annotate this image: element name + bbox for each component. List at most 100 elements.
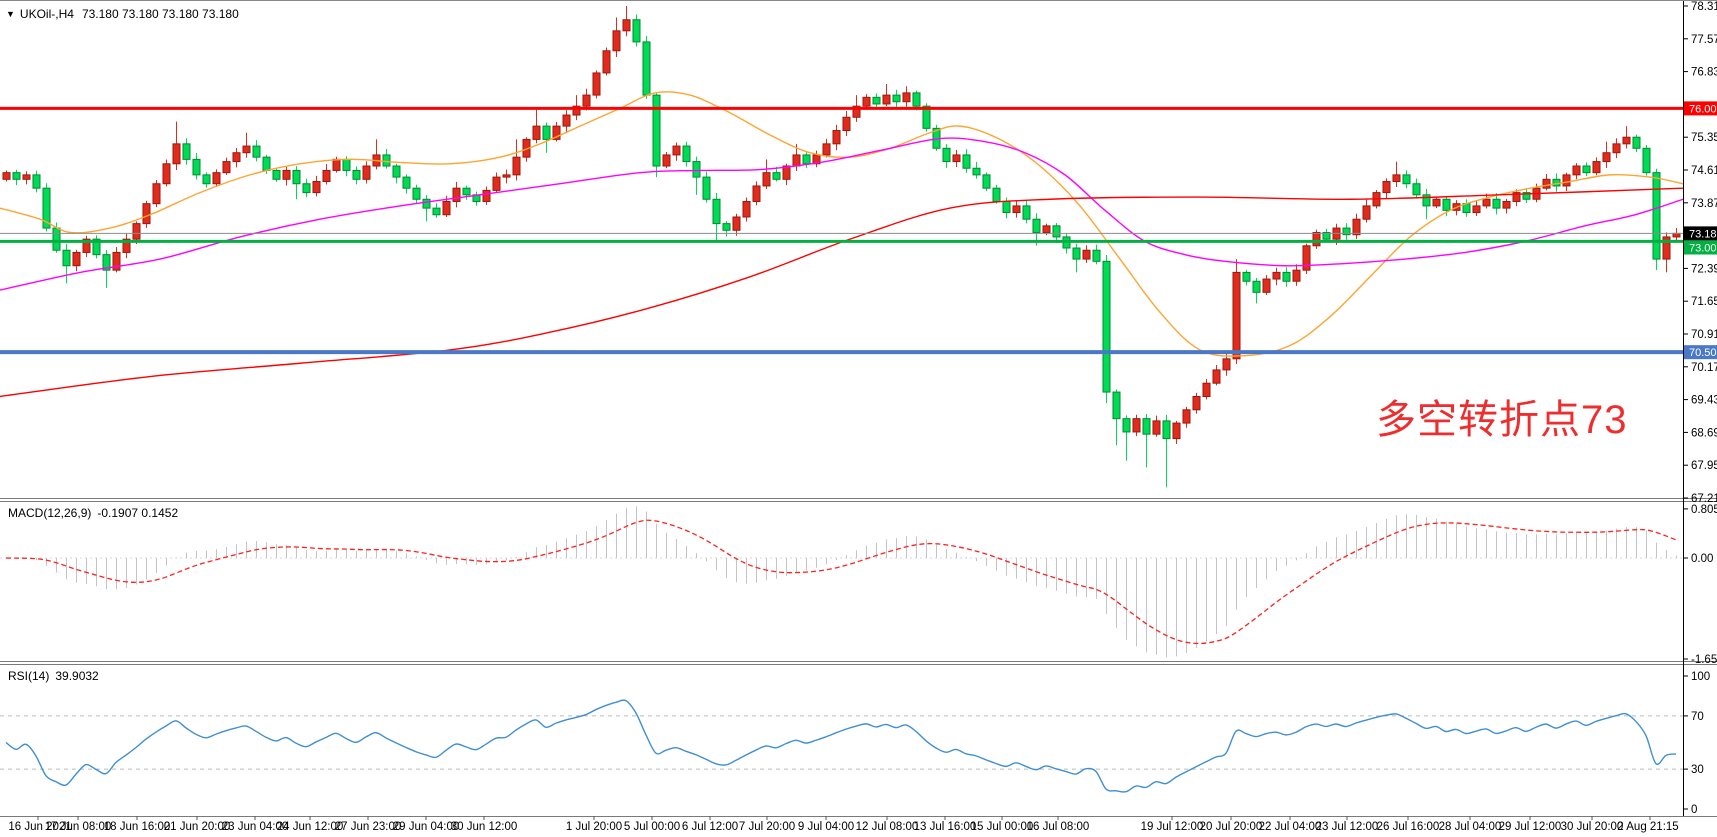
- candle: [2, 172, 11, 180]
- candle: [1132, 418, 1141, 433]
- candle: [1222, 358, 1231, 371]
- rsi-tick-label: 70: [1691, 711, 1704, 723]
- symbol-timeframe-label: UKOil-,H4: [19, 7, 74, 21]
- candle: [202, 174, 211, 185]
- time-label: 26 Jul 16:00: [1377, 821, 1440, 833]
- candle: [122, 238, 131, 253]
- candle: [142, 203, 151, 225]
- candle: [1522, 192, 1531, 200]
- price-tick-label: 73.870: [1691, 198, 1717, 210]
- rsi-tick-label: 0: [1691, 804, 1697, 816]
- candle: [642, 41, 651, 96]
- rsi-indicator-label: RSI(14) 39.9032: [8, 669, 99, 683]
- price-tick-label: 67.950: [1691, 460, 1717, 472]
- candle: [1262, 278, 1271, 293]
- resistance-price-badge-label: 76.000: [1689, 103, 1717, 115]
- candle: [1412, 183, 1421, 196]
- candle: [552, 125, 561, 140]
- candle: [662, 154, 671, 167]
- rsi-name: RSI(14): [8, 669, 50, 683]
- price-tick-label: 70.170: [1691, 362, 1717, 374]
- candle: [1202, 382, 1211, 397]
- time-label: 29 Jul 12:00: [1499, 821, 1562, 833]
- candle: [1362, 205, 1371, 220]
- candle: [152, 183, 161, 205]
- candle: [1002, 200, 1011, 214]
- time-label: 19 Jul 12:00: [1141, 821, 1204, 833]
- candle: [102, 254, 111, 271]
- candle: [412, 187, 421, 200]
- candle: [1322, 231, 1331, 240]
- price-tick-label: 77.570: [1691, 34, 1717, 46]
- candle: [832, 130, 841, 145]
- candle: [592, 72, 601, 96]
- candle: [772, 172, 781, 180]
- lower-support-price-badge: 70.500: [1684, 345, 1717, 360]
- time-label: 7 Jul 20:00: [739, 821, 795, 833]
- candle: [482, 189, 491, 202]
- price-tick-label: 69.430: [1691, 395, 1717, 407]
- candle: [392, 165, 401, 178]
- price-tick-label: 75.350: [1691, 132, 1717, 144]
- candle: [1302, 245, 1311, 271]
- current-price-badge-label: 73.180: [1689, 228, 1717, 240]
- candle: [232, 152, 241, 163]
- candle: [52, 227, 61, 251]
- candle: [622, 19, 631, 32]
- time-label: 5 Jul 00:00: [624, 821, 680, 833]
- candle: [1092, 249, 1101, 262]
- collapse-triangle-icon[interactable]: ▼: [6, 9, 15, 19]
- price-tick-label: 71.650: [1691, 296, 1717, 308]
- candle: [282, 169, 291, 180]
- current-price-badge: 73.180: [1684, 226, 1717, 241]
- candle: [362, 165, 371, 180]
- time-label: 13 Jul 16:00: [914, 821, 977, 833]
- candle: [702, 176, 711, 200]
- candle: [492, 176, 501, 191]
- candle: [1672, 232, 1681, 238]
- candle: [1402, 174, 1411, 185]
- candle: [1052, 225, 1061, 238]
- candle: [972, 167, 981, 176]
- lower-support-price-badge-label: 70.500: [1689, 347, 1717, 359]
- candle: [1172, 422, 1181, 440]
- candle: [802, 154, 811, 165]
- candle: [1192, 395, 1201, 411]
- candle: [1502, 200, 1511, 209]
- candle: [1282, 271, 1291, 282]
- chart-text-annotation: 多空转折点73: [1376, 398, 1628, 442]
- candle: [12, 172, 21, 180]
- candle: [1242, 271, 1251, 282]
- candle: [1442, 198, 1451, 211]
- candle: [1422, 194, 1431, 207]
- candle: [402, 176, 411, 189]
- candle: [452, 187, 461, 202]
- candle: [852, 105, 861, 118]
- candle: [22, 174, 31, 180]
- time-label: 27 Jun 23:00: [335, 821, 402, 833]
- price-tick-label: 67.210: [1691, 493, 1717, 505]
- candle: [1652, 172, 1661, 260]
- candle: [1562, 174, 1571, 187]
- time-label: 16 Jun 2021: [8, 821, 71, 833]
- time-label: 23 Jun 04:00: [222, 821, 289, 833]
- candle: [842, 116, 851, 132]
- candle: [462, 187, 471, 196]
- candle: [1392, 174, 1401, 183]
- candle: [892, 94, 901, 103]
- price-tick-label: 74.610: [1691, 165, 1717, 177]
- price-tick-label: 78.310: [1691, 1, 1717, 13]
- time-label: 12 Jul 08:00: [856, 821, 919, 833]
- macd-values: -0.1907 0.1452: [97, 506, 179, 520]
- ma-medium-magenta: [0, 137, 1684, 291]
- time-label: 30 Jul 20:00: [1561, 821, 1624, 833]
- candle: [722, 223, 731, 231]
- chart-title-bar: ▼ UKOil-,H4 73.180 73.180 73.180 73.180: [6, 7, 239, 21]
- time-label: 30 Jun 12:00: [451, 821, 518, 833]
- time-label: 21 Jun 20:00: [164, 821, 231, 833]
- candle: [1662, 236, 1671, 260]
